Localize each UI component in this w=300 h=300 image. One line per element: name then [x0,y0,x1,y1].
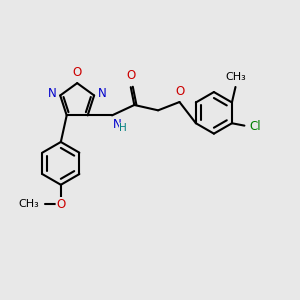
Text: O: O [176,85,185,98]
Text: CH₃: CH₃ [19,199,39,209]
Text: O: O [126,69,135,82]
Text: N: N [112,118,122,131]
Text: N: N [48,88,56,100]
Text: N: N [98,88,107,100]
Text: Cl: Cl [249,120,261,133]
Text: O: O [73,66,82,79]
Text: O: O [56,198,65,211]
Text: H: H [119,123,127,133]
Text: CH₃: CH₃ [225,72,246,82]
